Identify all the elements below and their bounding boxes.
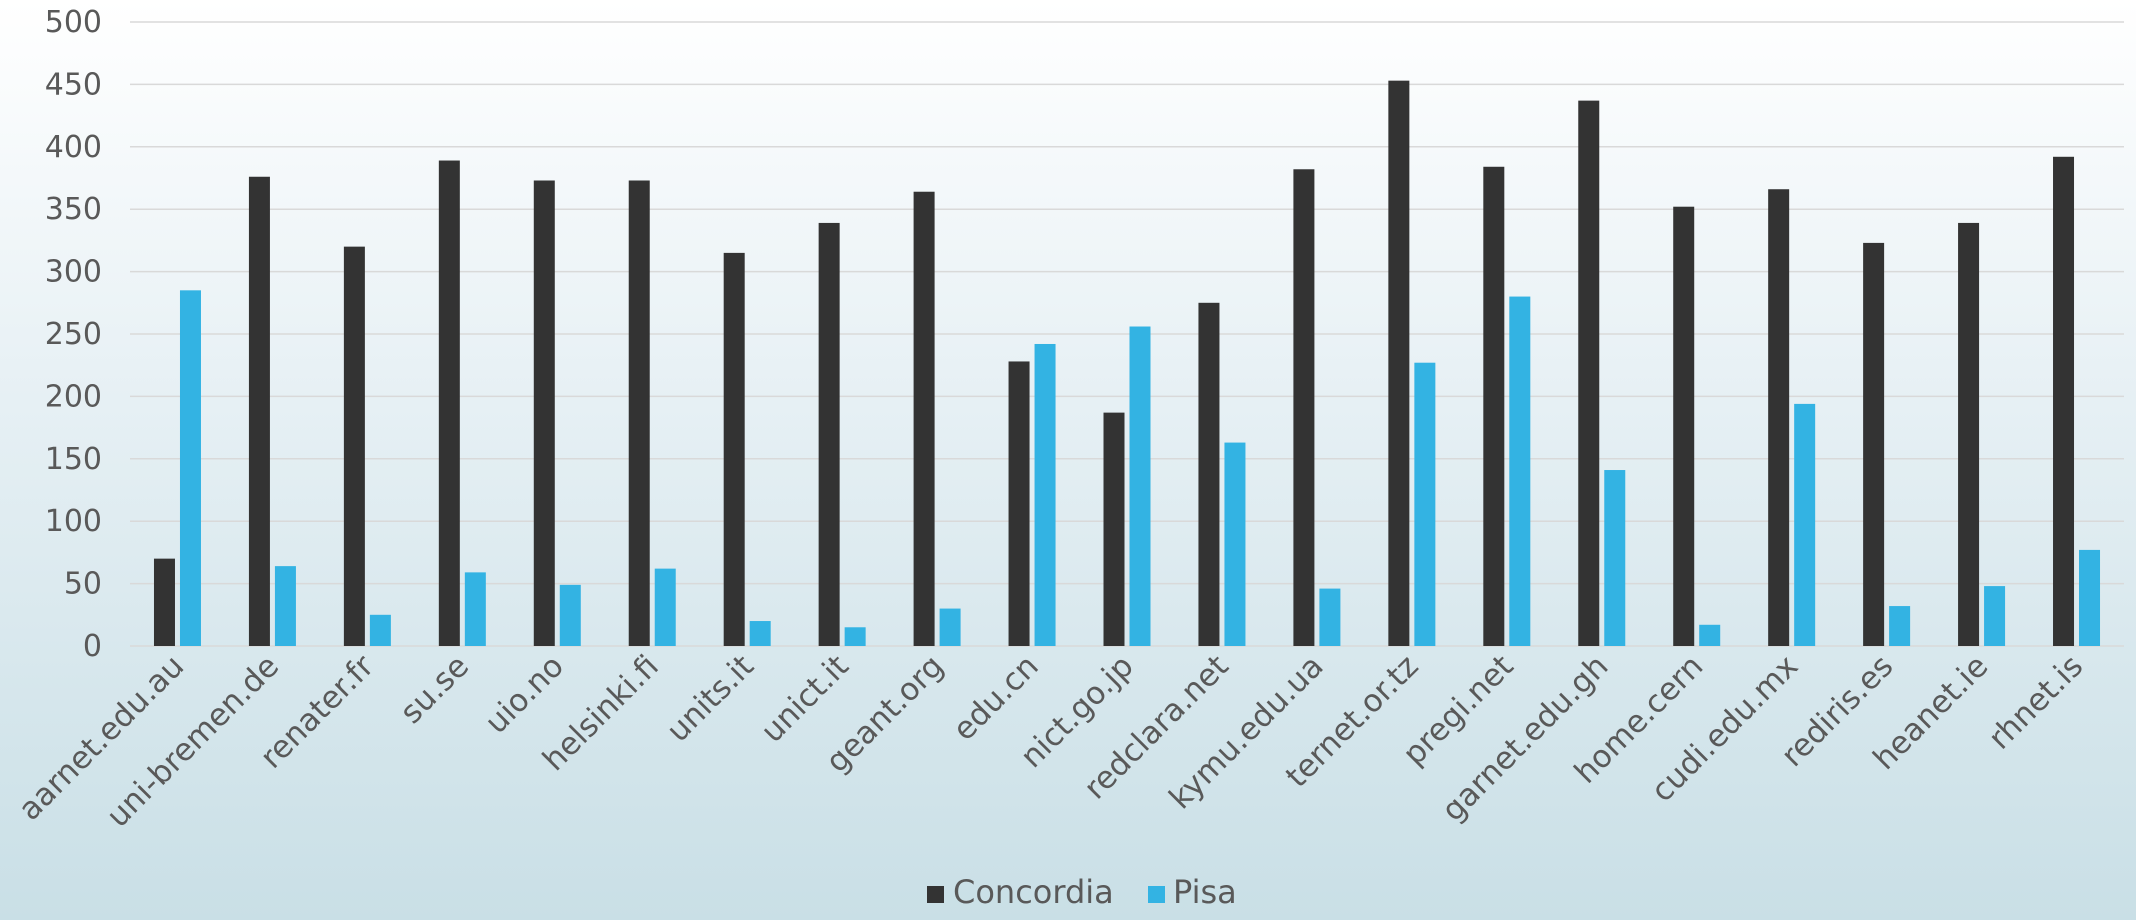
bar-concordia-rhnet.is <box>2053 156 2075 646</box>
bar-concordia-home.cern <box>1673 206 1695 647</box>
y-tick-label: 250 <box>45 317 102 352</box>
bar-pisa-geant.org <box>939 608 961 646</box>
bar-concordia-ternet.or.tz <box>1388 80 1410 646</box>
bar-concordia-garnet.edu.gh <box>1578 100 1600 646</box>
y-tick-label: 300 <box>45 255 102 290</box>
bar-pisa-cudi.edu.mx <box>1794 403 1816 646</box>
bar-pisa-garnet.edu.gh <box>1604 470 1626 646</box>
y-tick-label: 200 <box>45 379 102 414</box>
bar-pisa-nict.go.jp <box>1129 326 1151 646</box>
bars <box>153 80 2101 647</box>
bar-pisa-pregi.net <box>1509 296 1531 646</box>
bar-concordia-helsinki.fi <box>628 180 650 646</box>
y-tick-label: 350 <box>45 192 102 227</box>
bar-concordia-uni-bremen.de <box>248 176 270 646</box>
legend-label-concordia: Concordia <box>953 873 1114 911</box>
bar-pisa-rhnet.is <box>2079 549 2101 646</box>
x-category-label: units.it <box>660 648 761 749</box>
y-tick-label: 500 <box>45 5 102 40</box>
bar-pisa-kymu.edu.ua <box>1319 588 1341 646</box>
y-tick-label: 400 <box>45 130 102 165</box>
bar-concordia-aarnet.edu.au <box>153 558 175 646</box>
y-tick-label: 50 <box>64 567 102 602</box>
bar-pisa-unict.it <box>844 627 866 646</box>
bar-pisa-aarnet.edu.au <box>179 290 201 646</box>
legend-swatch-pisa <box>1148 886 1165 903</box>
y-tick-label: 450 <box>45 67 102 102</box>
bar-pisa-uni-bremen.de <box>274 566 296 646</box>
bar-pisa-units.it <box>749 621 771 646</box>
bar-pisa-edu.cn <box>1034 343 1056 646</box>
bar-pisa-renater.fr <box>369 614 391 646</box>
bar-pisa-su.se <box>464 572 486 646</box>
bar-pisa-heanet.ie <box>1984 586 2006 646</box>
legend-swatch-concordia <box>927 886 944 903</box>
bar-pisa-uio.no <box>559 584 581 646</box>
bar-concordia-rediris.es <box>1863 242 1885 646</box>
bar-concordia-edu.cn <box>1008 361 1030 646</box>
y-tick-label: 100 <box>45 504 102 539</box>
legend-label-pisa: Pisa <box>1173 873 1237 911</box>
bar-pisa-redclara.net <box>1224 442 1246 646</box>
y-tick-label: 0 <box>83 629 102 664</box>
bar-concordia-unict.it <box>818 222 840 647</box>
x-category-label: aarnet.edu.au <box>12 648 191 827</box>
y-tick-label: 150 <box>45 442 102 477</box>
bar-pisa-home.cern <box>1699 624 1721 646</box>
bar-concordia-nict.go.jp <box>1103 412 1125 646</box>
bar-pisa-ternet.or.tz <box>1414 362 1436 646</box>
x-category-label: uni-bremen.de <box>100 648 286 834</box>
bar-concordia-heanet.ie <box>1958 222 1980 647</box>
gridlines <box>130 21 2124 647</box>
bar-concordia-units.it <box>723 252 745 646</box>
bar-pisa-helsinki.fi <box>654 568 676 646</box>
y-axis: 0 50 100 150 200 250 300 350 400 450 500 <box>45 5 102 664</box>
x-category-label: rhnet.is <box>1982 648 2090 756</box>
bar-concordia-uio.no <box>533 180 555 646</box>
bar-concordia-renater.fr <box>343 246 365 646</box>
bar-concordia-pregi.net <box>1483 166 1505 646</box>
x-category-label: su.se <box>393 648 476 731</box>
bar-concordia-su.se <box>438 160 460 646</box>
bar-concordia-geant.org <box>913 191 935 646</box>
legend: Concordia Pisa <box>927 873 1237 911</box>
bar-pisa-rediris.es <box>1889 606 1911 646</box>
bar-concordia-redclara.net <box>1198 302 1220 646</box>
bar-concordia-kymu.edu.ua <box>1293 169 1315 646</box>
x-category-label: garnet.edu.gh <box>1435 648 1615 828</box>
x-category-label: uio.no <box>478 648 571 741</box>
bar-concordia-cudi.edu.mx <box>1768 189 1790 646</box>
